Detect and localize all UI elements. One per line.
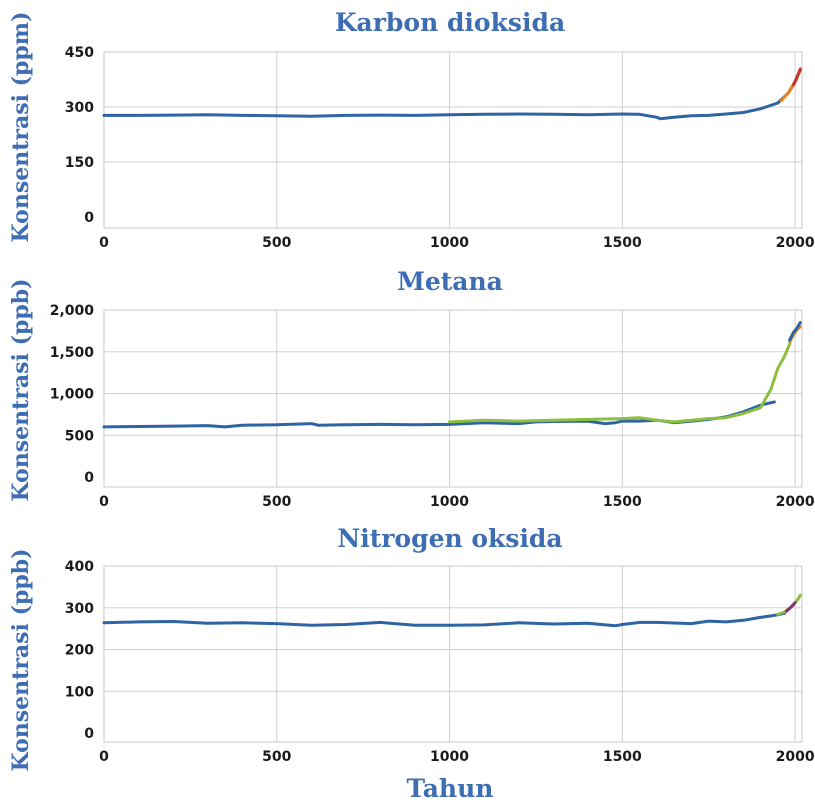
panel-3-ylabel: Konsentrasi (ppb)	[8, 548, 34, 771]
y-tick-label: 150	[65, 155, 94, 171]
x-tick-label: 1500	[603, 494, 642, 510]
y-tick-label: 500	[65, 428, 94, 444]
x-tick-label: 500	[262, 235, 291, 251]
y-tick-label: 0	[84, 470, 94, 486]
series-line	[102, 68, 802, 121]
plot-frame	[103, 51, 803, 229]
x-tick-label: 2000	[776, 494, 815, 510]
x-tick-label: 1000	[430, 749, 469, 765]
y-tick-label: 0	[84, 210, 94, 226]
y-tick-label: 100	[65, 684, 94, 700]
panel-2-title: Metana	[397, 267, 503, 296]
y-tick-label: 450	[65, 45, 94, 61]
plot-frame	[103, 309, 803, 488]
panel-1-ylabel: Konsentrasi (ppm)	[8, 12, 34, 243]
y-tick-label: 2,000	[50, 303, 95, 319]
panel-methane: Metana Konsentrasi (ppb) 0 500 1,000 1,500 2…	[8, 267, 815, 510]
y-tick-label: 300	[65, 100, 94, 116]
x-tick-label: 0	[99, 494, 109, 510]
y-tick-label: 1,500	[50, 345, 95, 361]
panel-1-title: Karbon dioksida	[335, 8, 565, 37]
y-tick-label: 1,000	[50, 387, 95, 403]
y-tick-label: 400	[65, 559, 94, 575]
y-tick-label: 200	[65, 643, 94, 659]
series-line	[785, 601, 797, 613]
x-tick-label: 0	[99, 749, 109, 765]
panel-nitrous-oxide: Nitrogen oksida Konsentrasi (ppb) 0 100 20…	[8, 524, 815, 803]
y-tick-label: 300	[65, 601, 94, 617]
plot-frame	[103, 565, 803, 743]
series-line	[448, 341, 792, 424]
panel-2-ylabel: Konsentrasi (ppb)	[8, 278, 34, 501]
x-tick-label: 1500	[603, 235, 642, 251]
x-tick-label: 1000	[430, 235, 469, 251]
x-tick-label: 1500	[603, 749, 642, 765]
panel-3-title: Nitrogen oksida	[337, 524, 562, 553]
series-line	[102, 611, 787, 628]
x-tick-label: 2000	[776, 235, 815, 251]
x-tick-label: 0	[99, 235, 109, 251]
y-tick-label: 0	[84, 726, 94, 742]
x-tick-label: 500	[262, 749, 291, 765]
panel-1-plot: 0 150 300 450 0 500 1000 1500 2000	[65, 45, 815, 251]
series-line	[791, 67, 802, 87]
x-tick-label: 500	[262, 494, 291, 510]
x-axis-title: Tahun	[407, 774, 494, 803]
x-tick-label: 1000	[430, 494, 469, 510]
x-tick-label: 2000	[776, 749, 815, 765]
panel-2-plot: 0 500 1,000 1,500 2,000 0 500 1000 1500 2000	[50, 303, 815, 510]
panel-3-plot: 0 100 200 300 400 0 500 1000 1500 2000	[65, 559, 815, 765]
panel-carbon-dioxide: Karbon dioksida Konsentrasi (ppm) 0 150 30…	[8, 8, 815, 251]
series-line	[788, 321, 802, 342]
